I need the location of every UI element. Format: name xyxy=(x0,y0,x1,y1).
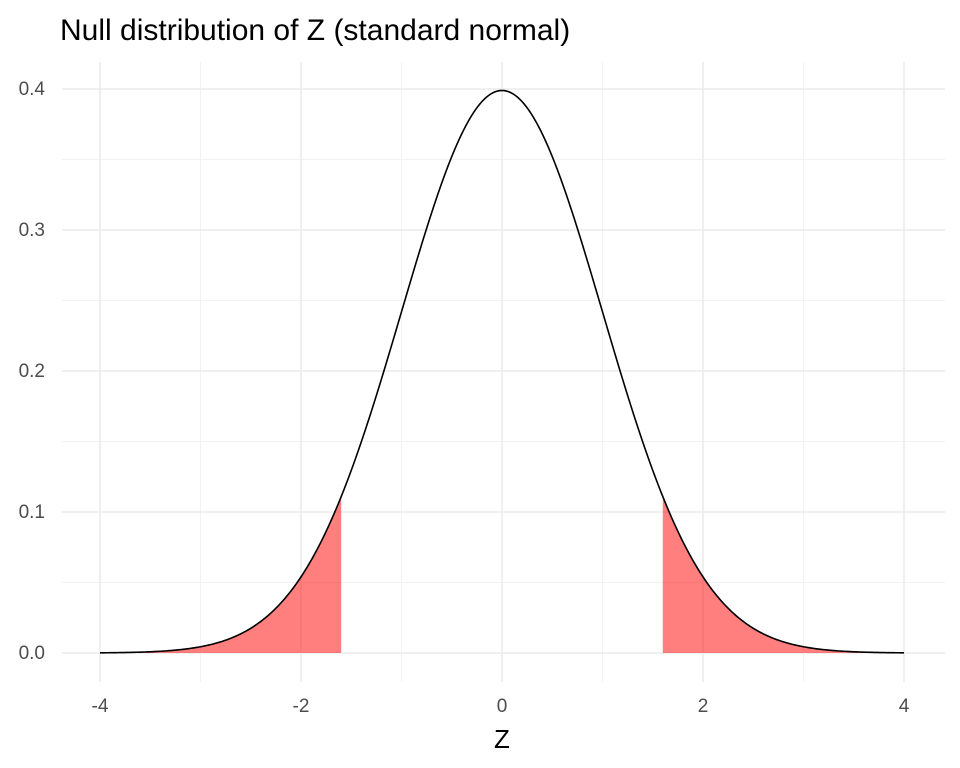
x-tick-label: 2 xyxy=(698,696,709,717)
left-tail-region xyxy=(100,496,342,653)
y-axis-ticks: 0.0 0.1 0.2 0.3 0.4 xyxy=(19,79,46,664)
density-curve-layer xyxy=(99,89,905,654)
right-tail-region xyxy=(662,496,904,653)
x-tick-label: -4 xyxy=(92,696,109,717)
x-axis-title: Z xyxy=(494,724,510,754)
rejection-regions xyxy=(100,496,904,653)
x-tick-label: 0 xyxy=(497,696,508,717)
y-tick-label: 0.0 xyxy=(19,643,45,664)
minor-grid xyxy=(62,62,945,682)
x-axis-ticks: -4 -2 0 2 4 xyxy=(92,696,910,717)
y-tick-label: 0.4 xyxy=(19,79,46,100)
x-tick-label: 4 xyxy=(899,696,910,717)
density-curve xyxy=(99,89,905,654)
chart-title: Null distribution of Z (standard normal) xyxy=(60,14,570,47)
y-tick-label: 0.3 xyxy=(19,220,45,241)
x-tick-label: -2 xyxy=(293,696,310,717)
y-tick-label: 0.2 xyxy=(19,361,45,382)
y-tick-label: 0.1 xyxy=(19,502,45,523)
